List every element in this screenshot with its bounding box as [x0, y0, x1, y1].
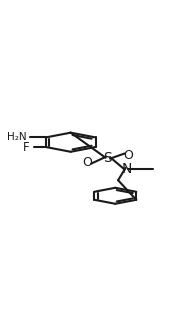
Text: O: O [82, 156, 92, 169]
Text: S: S [103, 151, 112, 165]
Text: O: O [123, 149, 133, 162]
Text: F: F [23, 141, 30, 153]
Text: H₂N: H₂N [7, 132, 27, 142]
Text: N: N [121, 162, 132, 176]
